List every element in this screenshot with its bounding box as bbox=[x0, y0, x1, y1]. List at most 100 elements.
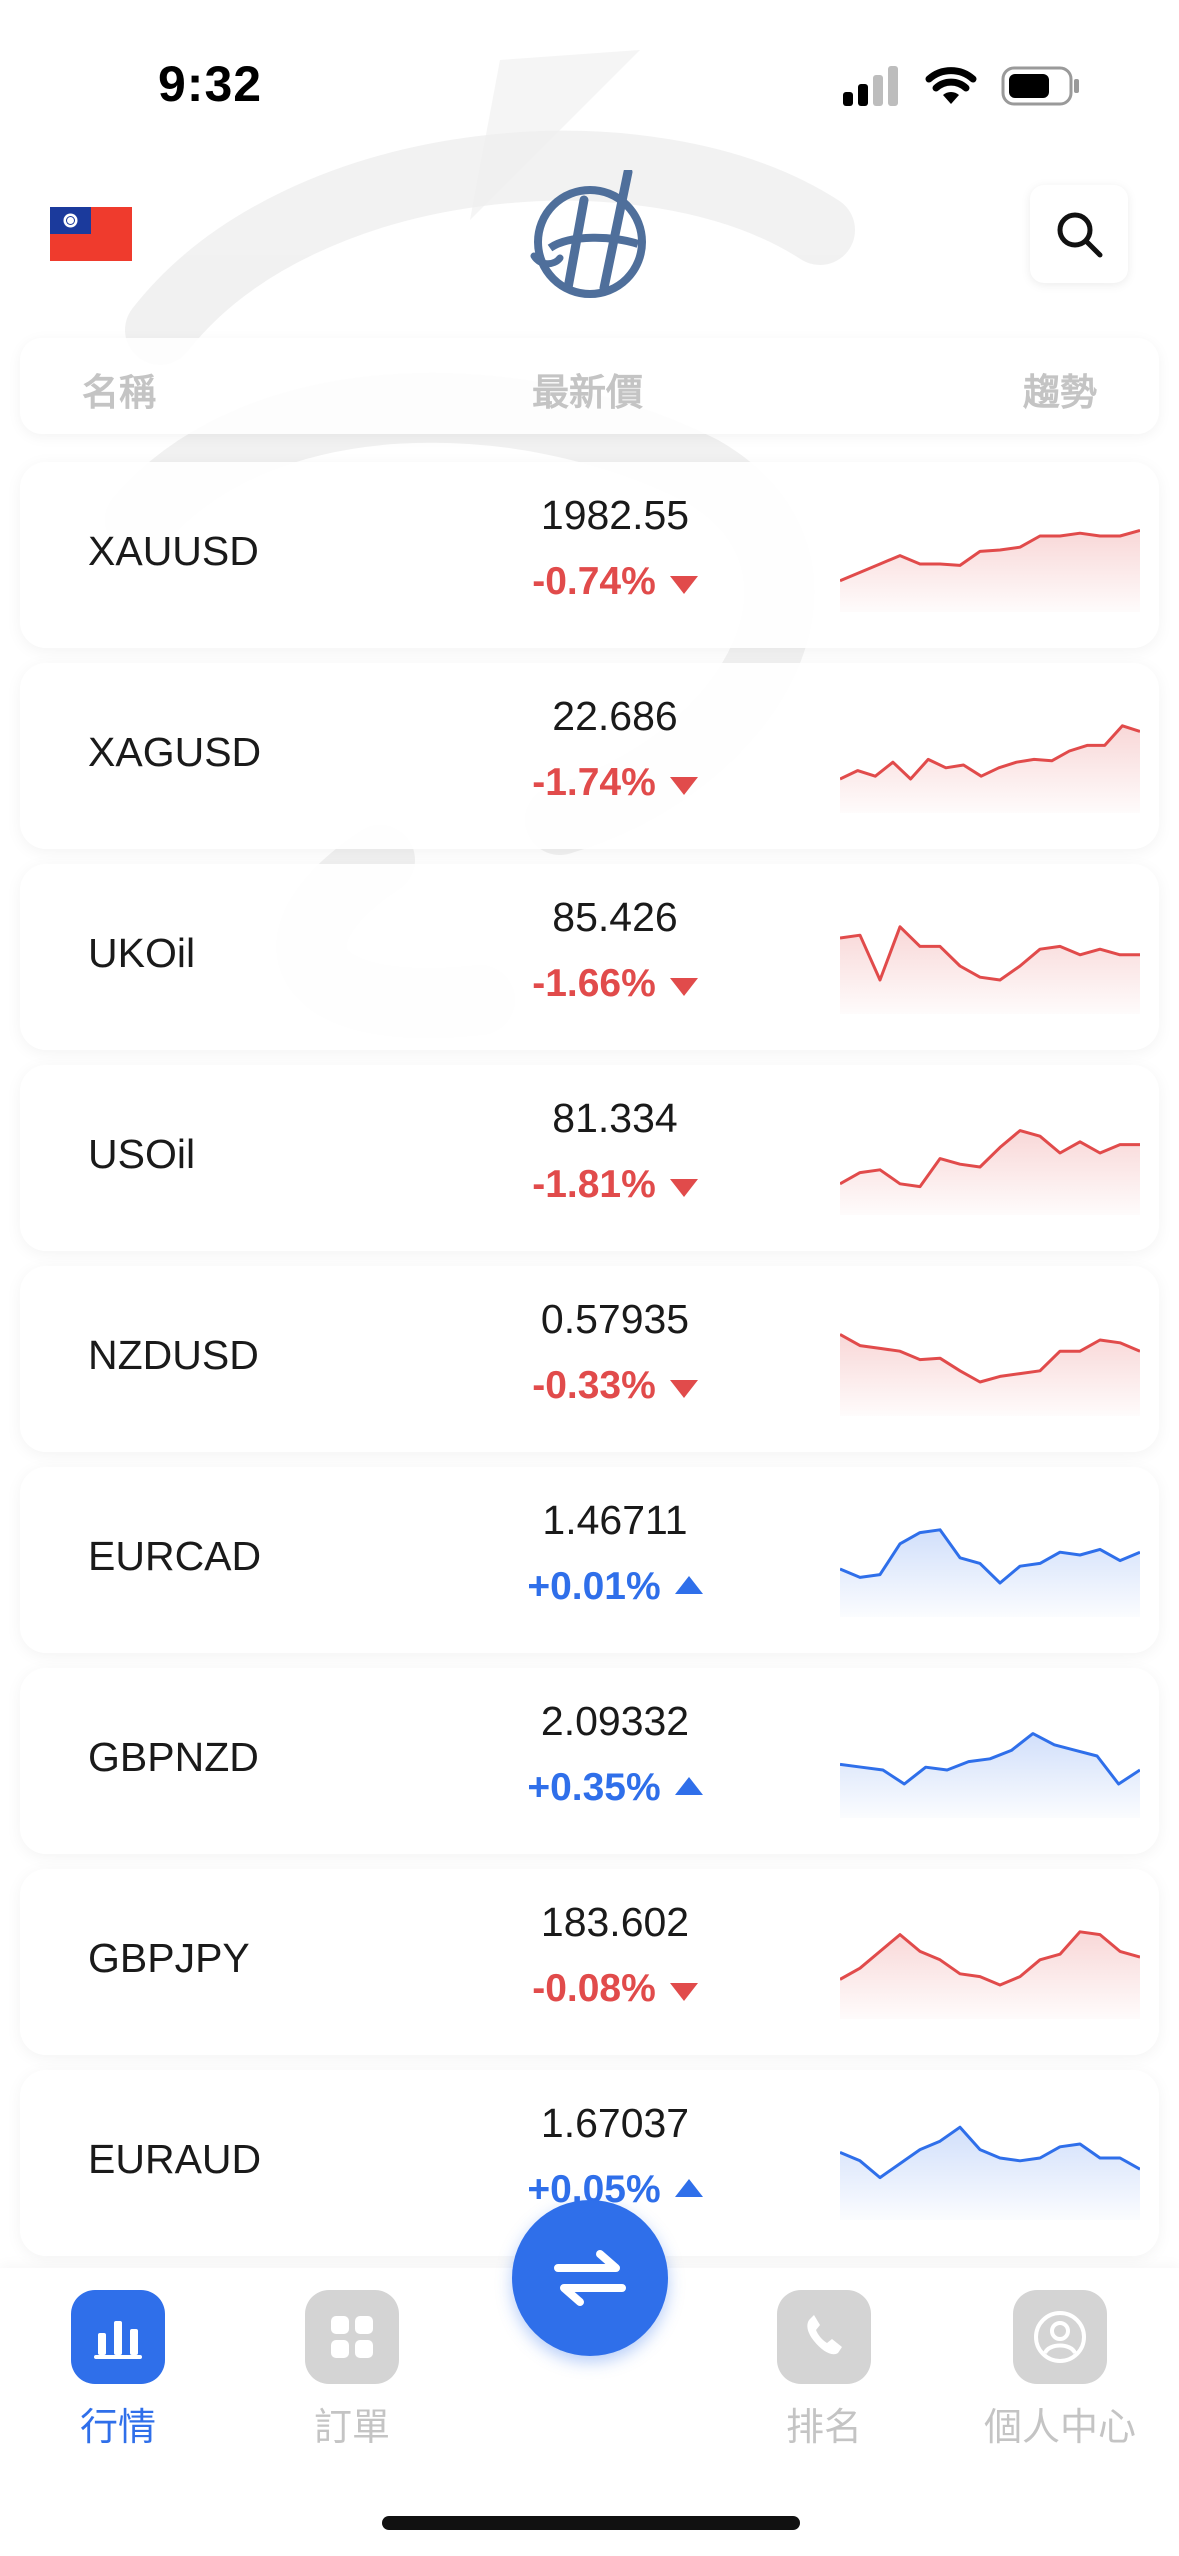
quote-change-value: -1.81% bbox=[532, 1163, 656, 1206]
quote-row-gbpnzd[interactable]: GBPNZD 2.09332 +0.35% bbox=[20, 1668, 1159, 1854]
change-direction-icon bbox=[669, 1179, 698, 1197]
quote-change: -0.08% bbox=[410, 1967, 820, 2011]
quote-change: -1.74% bbox=[410, 761, 820, 805]
quote-symbol: USOil bbox=[88, 1131, 196, 1177]
quote-row-eurcad[interactable]: EURCAD 1.46711 +0.01% bbox=[20, 1467, 1159, 1653]
sparkline-line bbox=[840, 925, 1140, 982]
quote-price: 85.426 bbox=[552, 894, 678, 940]
app-header bbox=[0, 170, 1179, 330]
taiwan-flag-icon[interactable] bbox=[50, 207, 132, 261]
status-icons bbox=[843, 66, 1081, 106]
column-price-label: 最新價 bbox=[532, 372, 643, 413]
tab-ranking-label: 排名 bbox=[785, 2407, 862, 2449]
change-direction-icon bbox=[669, 1380, 698, 1398]
quote-symbol: XAUUSD bbox=[88, 528, 259, 574]
tab-market[interactable]: 行情 bbox=[18, 2290, 218, 2451]
quote-change-value: -0.74% bbox=[532, 560, 656, 603]
trend-sparkline bbox=[840, 1732, 1140, 1818]
quote-symbol: UKOil bbox=[88, 930, 196, 976]
search-button[interactable] bbox=[1030, 185, 1128, 283]
profile-person-icon bbox=[1013, 2290, 1107, 2384]
status-time: 9:32 bbox=[158, 56, 263, 112]
quote-symbol: GBPJPY bbox=[88, 1935, 250, 1981]
quote-row-usoil[interactable]: USOil 81.334 -1.81% bbox=[20, 1065, 1159, 1251]
quote-symbol: EURAUD bbox=[88, 2136, 262, 2182]
quote-symbol: GBPNZD bbox=[88, 1734, 259, 1780]
quote-symbol: XAGUSD bbox=[88, 729, 262, 775]
tab-orders[interactable]: 訂單 bbox=[252, 2290, 452, 2451]
sparkline-area bbox=[840, 2127, 1140, 2220]
quote-price: 22.686 bbox=[552, 693, 678, 739]
orders-grid-icon bbox=[305, 2290, 399, 2384]
quote-price: 1.46711 bbox=[542, 1497, 688, 1543]
home-indicator bbox=[382, 2516, 800, 2530]
column-trend-label: 趨勢 bbox=[1023, 372, 1097, 413]
change-direction-icon bbox=[669, 978, 698, 996]
quote-change-value: -1.74% bbox=[532, 761, 656, 804]
quote-row-nzdusd[interactable]: NZDUSD 0.57935 -0.33% bbox=[20, 1266, 1159, 1452]
trade-swap-button[interactable] bbox=[512, 2200, 668, 2356]
tab-ranking[interactable]: 排名 bbox=[724, 2290, 924, 2451]
quote-change: -1.66% bbox=[410, 962, 820, 1006]
quote-list: XAUUSD 1982.55 -0.74% XAGUSD 22.686 -1.7… bbox=[20, 462, 1159, 2271]
quote-price: 81.334 bbox=[552, 1095, 678, 1141]
quote-price: 1982.55 bbox=[540, 492, 690, 538]
quote-price: 0.57935 bbox=[540, 1296, 690, 1342]
swap-arrows-icon bbox=[554, 2250, 626, 2306]
quote-change: -0.74% bbox=[410, 560, 820, 604]
trend-sparkline bbox=[840, 528, 1140, 612]
tab-orders-label: 訂單 bbox=[313, 2407, 390, 2449]
quote-change-value: -0.33% bbox=[532, 1364, 656, 1407]
sparkline-area bbox=[840, 530, 1140, 612]
quote-change: +0.35% bbox=[410, 1766, 820, 1810]
quote-change: +0.01% bbox=[410, 1565, 820, 1609]
sparkline-line bbox=[840, 528, 1140, 583]
quote-price: 1.67037 bbox=[540, 2100, 690, 2146]
trend-sparkline bbox=[840, 2125, 1140, 2220]
change-direction-icon bbox=[674, 1576, 703, 1594]
quote-row-xauusd[interactable]: XAUUSD 1982.55 -0.74% bbox=[20, 462, 1159, 648]
change-direction-icon bbox=[669, 576, 698, 594]
wifi-icon bbox=[925, 67, 977, 104]
quote-change-value: -1.66% bbox=[532, 962, 656, 1005]
sparkline-area bbox=[840, 1931, 1140, 2019]
trend-sparkline bbox=[840, 1129, 1140, 1215]
battery-icon bbox=[1001, 66, 1079, 106]
quote-row-ukoil[interactable]: UKOil 85.426 -1.66% bbox=[20, 864, 1159, 1050]
ranking-phone-icon bbox=[777, 2290, 871, 2384]
trend-sparkline bbox=[840, 1333, 1140, 1416]
tab-market-label: 行情 bbox=[79, 2407, 156, 2449]
quote-row-xagusd[interactable]: XAGUSD 22.686 -1.74% bbox=[20, 663, 1159, 849]
change-direction-icon bbox=[674, 1777, 703, 1795]
sparkline-line bbox=[840, 2125, 1140, 2180]
change-direction-icon bbox=[674, 2179, 703, 2197]
sparkline-line bbox=[840, 1930, 1140, 1987]
trend-sparkline bbox=[840, 1930, 1140, 2019]
sparkline-area bbox=[840, 1733, 1140, 1818]
quote-symbol: NZDUSD bbox=[88, 1332, 259, 1378]
sparkline-area bbox=[840, 725, 1140, 813]
quote-change-value: +0.35% bbox=[527, 1766, 661, 1809]
search-icon bbox=[1057, 212, 1103, 258]
quote-change-value: +0.01% bbox=[527, 1565, 661, 1608]
h-globe-logo-icon bbox=[530, 170, 646, 298]
sparkline-line bbox=[840, 724, 1140, 781]
status-bar: 9:32 bbox=[0, 0, 1179, 170]
trend-sparkline bbox=[840, 1528, 1140, 1617]
tab-profile[interactable]: 個人中心 bbox=[960, 2290, 1160, 2451]
change-direction-icon bbox=[669, 777, 698, 795]
column-header: 名稱 最新價 趨勢 bbox=[20, 338, 1159, 434]
sparkline-line bbox=[840, 1732, 1140, 1786]
quote-row-gbpjpy[interactable]: GBPJPY 183.602 -0.08% bbox=[20, 1869, 1159, 2055]
quote-change-value: -0.08% bbox=[532, 1967, 656, 2010]
column-name-label: 名稱 bbox=[82, 372, 156, 413]
trend-sparkline bbox=[840, 724, 1140, 813]
sparkline-line bbox=[840, 1129, 1140, 1189]
quote-price: 183.602 bbox=[540, 1899, 690, 1945]
market-chart-icon bbox=[71, 2290, 165, 2384]
sparkline-line bbox=[840, 1333, 1140, 1384]
cellular-signal-icon bbox=[843, 66, 898, 106]
quote-symbol: EURCAD bbox=[88, 1533, 262, 1579]
change-direction-icon bbox=[669, 1983, 698, 2001]
sparkline-area bbox=[840, 1334, 1140, 1416]
